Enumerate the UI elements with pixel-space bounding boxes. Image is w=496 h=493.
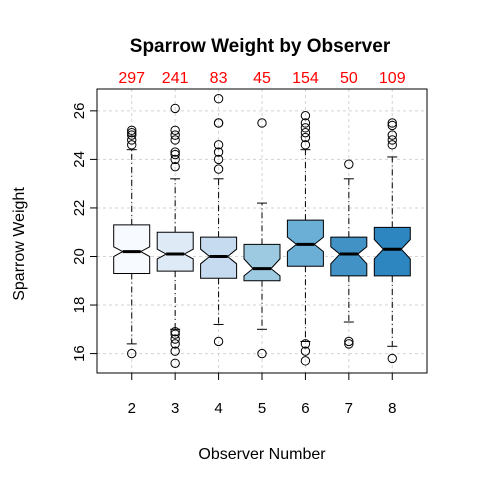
outlier-point <box>170 346 180 356</box>
count-label: 154 <box>292 70 319 87</box>
outlier-point <box>257 118 267 128</box>
y-tick-label: 20 <box>71 248 88 265</box>
outlier-point <box>170 149 180 160</box>
y-tick-label: 16 <box>71 345 88 362</box>
box-group <box>286 111 324 366</box>
outlier-point <box>170 339 180 349</box>
outlier-point <box>213 140 224 150</box>
box-group <box>373 118 411 364</box>
outlier-point <box>344 159 354 169</box>
outlier-point <box>170 161 180 172</box>
outlier-point <box>213 154 224 165</box>
outlier-point <box>127 125 137 135</box>
count-label: 83 <box>210 70 228 87</box>
box <box>156 231 194 272</box>
box-group <box>156 103 194 368</box>
x-tick-label: 6 <box>301 400 309 417</box>
outlier-point <box>300 111 311 121</box>
chart-title: Sparrow Weight by Observer <box>130 36 391 57</box>
outlier-point <box>387 130 397 140</box>
outlier-point <box>170 154 180 165</box>
outlier-point <box>213 94 224 104</box>
x-tick-label: 3 <box>171 400 179 417</box>
outlier-point <box>213 164 224 174</box>
outlier-point <box>300 127 311 138</box>
count-label: 241 <box>162 70 189 87</box>
outlier-point <box>300 339 311 349</box>
x-tick-label: 2 <box>128 400 136 417</box>
outlier-point <box>170 130 180 140</box>
x-tick-label: 7 <box>345 400 353 417</box>
outlier-point <box>344 336 354 347</box>
outlier-point <box>213 118 224 128</box>
outlier-point <box>127 130 137 140</box>
box-group <box>330 159 368 349</box>
x-tick-label: 4 <box>214 400 222 417</box>
outlier-point <box>127 348 137 359</box>
count-label: 109 <box>379 70 406 87</box>
y-tick-label: 26 <box>71 103 88 120</box>
y-tick-label: 18 <box>71 297 88 314</box>
x-tick-label: 5 <box>258 400 266 417</box>
outlier-point <box>127 127 137 138</box>
count-label: 50 <box>340 70 358 87</box>
outlier-point <box>387 353 397 364</box>
x-axis-label: Observer Number <box>198 446 326 463</box>
y-tick-label: 22 <box>71 200 88 217</box>
y-tick-label: 24 <box>71 151 88 168</box>
box-group <box>243 118 281 359</box>
count-label: 45 <box>253 70 271 87</box>
box-group <box>113 125 151 359</box>
outlier-point <box>387 118 397 128</box>
outlier-point <box>170 103 180 114</box>
box <box>330 236 368 277</box>
outlier-point <box>127 140 137 150</box>
outlier-point <box>387 135 397 145</box>
y-axis: 16 18 20 22 24 26 <box>71 103 98 362</box>
outlier-point <box>257 348 267 359</box>
box-groups <box>113 94 411 368</box>
outlier-point <box>344 339 354 349</box>
outlier-point <box>300 132 311 143</box>
outlier-point <box>387 120 397 131</box>
group-counts: 297 241 83 45 154 50 109 <box>118 70 405 87</box>
outlier-point <box>127 135 137 145</box>
outlier-point <box>170 329 180 339</box>
outlier-point <box>300 118 311 128</box>
outlier-point <box>213 336 224 347</box>
box <box>243 243 281 282</box>
outlier-point <box>213 147 224 157</box>
count-label: 297 <box>118 70 145 87</box>
outlier-point <box>300 123 311 133</box>
outlier-point <box>170 125 180 135</box>
box <box>373 226 411 277</box>
outlier-point <box>170 334 180 344</box>
box <box>113 224 151 274</box>
outlier-point <box>170 358 180 368</box>
outlier-point <box>300 140 311 150</box>
outlier-point <box>387 140 397 150</box>
outlier-point <box>300 346 311 356</box>
x-axis: 2 3 4 5 6 7 8 <box>128 372 396 417</box>
y-axis-label: Sparrow Weight <box>11 187 28 301</box>
outlier-point <box>170 327 180 337</box>
box-group <box>200 94 238 347</box>
outlier-point <box>300 356 311 366</box>
outlier-point <box>170 147 180 157</box>
outlier-point <box>170 135 180 145</box>
x-tick-label: 8 <box>388 400 396 417</box>
